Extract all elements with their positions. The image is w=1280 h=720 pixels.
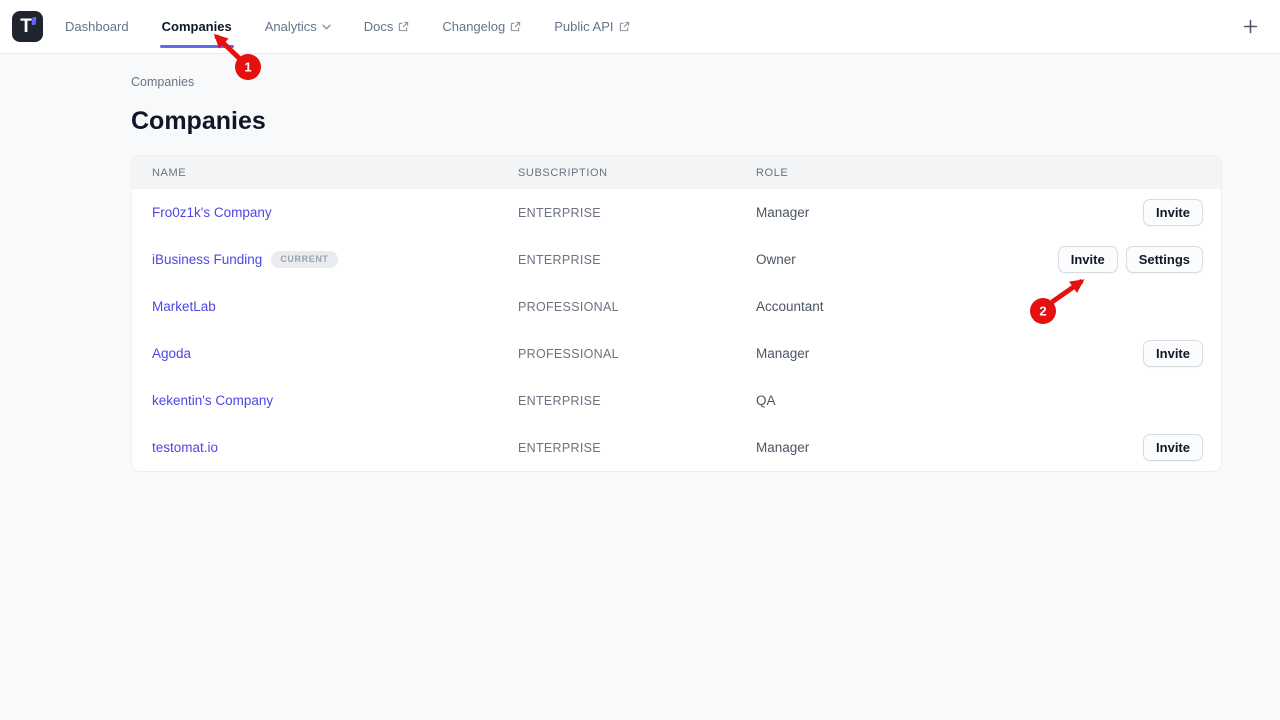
company-name-cell: iBusiness Funding CURRENT xyxy=(152,251,518,268)
nav-item-dashboard[interactable]: Dashboard xyxy=(65,0,129,53)
external-link-icon xyxy=(619,21,630,32)
subscription-value: ENTERPRISE xyxy=(518,393,601,408)
brand-logo-accent xyxy=(31,17,37,25)
table-row: kekentin's Company ENTERPRISE QA xyxy=(132,377,1221,424)
company-link[interactable]: testomat.io xyxy=(152,440,219,455)
nav-item-label: Changelog xyxy=(442,19,506,34)
brand-logo-letter: T xyxy=(20,16,32,37)
nav-item-docs[interactable]: Docs xyxy=(364,0,410,53)
plus-icon[interactable] xyxy=(1238,15,1262,39)
role-value: Accountant xyxy=(756,299,824,314)
chevron-down-icon xyxy=(322,24,331,30)
nav-item-public-api[interactable]: Public API xyxy=(554,0,629,53)
company-name-cell: Agoda xyxy=(152,346,518,361)
company-name-cell: testomat.io xyxy=(152,440,518,455)
nav-item-analytics[interactable]: Analytics xyxy=(265,0,331,53)
table-header-row: NAME SUBSCRIPTION ROLE xyxy=(132,156,1221,189)
breadcrumb[interactable]: Companies xyxy=(131,75,195,89)
brand-logo[interactable]: T xyxy=(12,11,43,42)
nav-item-label: Analytics xyxy=(264,19,317,34)
company-name-cell: Fro0z1k's Company xyxy=(152,205,518,220)
nav-item-label: Docs xyxy=(363,19,394,34)
role-value: Manager xyxy=(756,440,810,455)
column-header-subscription: SUBSCRIPTION xyxy=(518,166,608,179)
company-link[interactable]: MarketLab xyxy=(152,299,216,314)
subscription-value: PROFESSIONAL xyxy=(518,299,619,314)
top-navigation-bar: T Dashboard Companies Analytics Docs Cha… xyxy=(0,0,1280,54)
row-actions: Invite Settings xyxy=(1057,246,1203,273)
role-value: Manager xyxy=(756,346,810,361)
main-nav: Dashboard Companies Analytics Docs Chang… xyxy=(65,0,630,53)
column-header-role: ROLE xyxy=(756,166,789,179)
nav-item-label: Public API xyxy=(554,19,614,34)
invite-button[interactable]: Invite xyxy=(1143,340,1203,367)
table-row: testomat.io ENTERPRISE Manager Invite xyxy=(132,424,1221,471)
subscription-value: ENTERPRISE xyxy=(518,252,601,267)
settings-button[interactable]: Settings xyxy=(1125,246,1203,273)
row-actions: Invite xyxy=(1143,199,1203,226)
company-name-cell: kekentin's Company xyxy=(152,393,518,408)
companies-table: NAME SUBSCRIPTION ROLE Fro0z1k's Company… xyxy=(131,155,1222,472)
company-name-cell: MarketLab xyxy=(152,299,518,314)
role-value: Owner xyxy=(756,252,796,267)
table-row: iBusiness Funding CURRENT ENTERPRISE Own… xyxy=(132,236,1221,283)
subscription-value: PROFESSIONAL xyxy=(518,346,619,361)
company-link[interactable]: iBusiness Funding xyxy=(152,252,263,267)
current-badge: CURRENT xyxy=(271,251,338,268)
external-link-icon xyxy=(398,21,409,32)
page-title: Companies xyxy=(131,107,266,135)
row-actions: Invite xyxy=(1143,340,1203,367)
table-row: Agoda PROFESSIONAL Manager Invite xyxy=(132,330,1221,377)
column-header-name: NAME xyxy=(152,166,187,179)
table-row: MarketLab PROFESSIONAL Accountant xyxy=(132,283,1221,330)
row-actions: Invite xyxy=(1143,434,1203,461)
company-link[interactable]: kekentin's Company xyxy=(152,393,274,408)
main-content: Companies Companies NAME SUBSCRIPTION RO… xyxy=(131,54,1222,472)
table-row: Fro0z1k's Company ENTERPRISE Manager Inv… xyxy=(132,189,1221,236)
invite-button[interactable]: Invite xyxy=(1143,434,1203,461)
role-value: QA xyxy=(756,393,776,408)
external-link-icon xyxy=(510,21,521,32)
subscription-value: ENTERPRISE xyxy=(518,440,601,455)
nav-item-companies[interactable]: Companies xyxy=(159,0,234,53)
invite-button[interactable]: Invite xyxy=(1057,246,1118,273)
subscription-value: ENTERPRISE xyxy=(518,205,601,220)
nav-item-label: Companies xyxy=(161,19,232,34)
company-link[interactable]: Fro0z1k's Company xyxy=(152,205,272,220)
role-value: Manager xyxy=(756,205,810,220)
company-link[interactable]: Agoda xyxy=(152,346,192,361)
invite-button[interactable]: Invite xyxy=(1143,199,1203,226)
nav-item-changelog[interactable]: Changelog xyxy=(442,0,521,53)
nav-item-label: Dashboard xyxy=(65,19,129,34)
